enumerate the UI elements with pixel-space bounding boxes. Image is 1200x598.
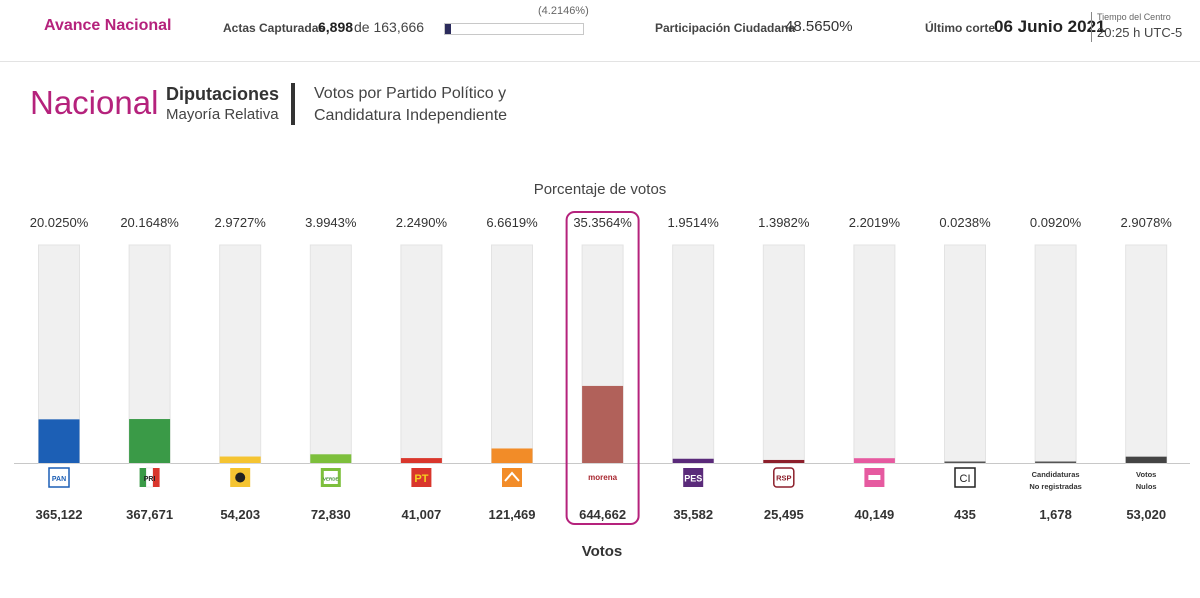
verde-logo-icon-inner (323, 471, 338, 484)
rsp-logo-icon-text: RSP (776, 474, 791, 483)
brand-title[interactable]: Avance Nacional (44, 17, 172, 34)
bar-9 (853, 458, 895, 463)
percent-label-7: 1.9514% (668, 215, 720, 230)
ultimo-corte-label: Último corte (925, 21, 996, 35)
percent-label-4: 2.2490% (396, 215, 448, 230)
vote-label-8: 25,495 (764, 507, 804, 522)
chart-xlabel: Votos (581, 543, 623, 560)
bar-1 (129, 419, 171, 463)
bar-6 (582, 385, 624, 463)
bar-8 (763, 459, 805, 463)
bar-2 (219, 456, 261, 463)
rsp-logo-icon (773, 467, 795, 488)
percent-label-10: 0.0238% (939, 215, 991, 230)
vote-label-9: 40,149 (855, 507, 895, 522)
election-subtype: Mayoría Relativa (166, 106, 279, 123)
actas-progress-fill (445, 24, 451, 34)
bar-0 (38, 419, 80, 463)
percent-label-8: 1.3982% (758, 215, 810, 230)
vote-label-10: 435 (954, 507, 976, 522)
pri-logo-icon-red (152, 468, 160, 487)
section-description-line1: Votos por Partido Político y (314, 85, 507, 102)
bar-track-5 (491, 244, 533, 464)
vote-label-7: 35,582 (673, 507, 713, 522)
ci-logo-icon (954, 467, 976, 488)
votos-nulos-label-line-1: Nulos (1136, 482, 1157, 491)
percent-label-9: 2.2019% (849, 215, 901, 230)
bar-track-9 (853, 244, 896, 464)
bar-track-10 (944, 244, 986, 464)
bar-track-7 (672, 244, 715, 464)
bar-7 (672, 458, 714, 463)
bar-11 (1035, 461, 1077, 463)
actas-progress-bar (444, 23, 584, 35)
mc-logo-icon-eagle (504, 471, 520, 482)
percent-label-3: 3.9943% (305, 215, 357, 230)
chart-title: Porcentaje de votos (533, 181, 667, 198)
ci-logo-icon-text: CI (960, 473, 971, 485)
pt-logo-icon-text: PT (414, 473, 428, 485)
ultimo-corte-date: 06 Junio 2021 (994, 17, 1106, 36)
vote-label-5: 121,469 (489, 507, 536, 522)
pan-logo-icon-text: PAN (52, 476, 66, 483)
bar-track-8 (762, 244, 805, 464)
pes-logo-icon-text: PES (684, 474, 702, 484)
bar-5 (491, 448, 533, 463)
highlight-frame (565, 211, 640, 525)
vote-label-4: 41,007 (402, 507, 442, 522)
vote-label-2: 54,203 (220, 507, 260, 522)
bar-track-11 (1034, 244, 1077, 464)
percent-label-6: 35.3564% (573, 215, 632, 230)
percent-label-2: 2.9727% (215, 215, 267, 230)
verde-logo-icon-text: VERDE (323, 477, 339, 482)
actas-label: Actas Capturadas (223, 21, 326, 35)
pan-logo-icon (48, 467, 70, 488)
prd-logo-icon-sun (235, 472, 246, 483)
top-status-bar: Avance Nacional Actas Capturadas 6,898 d… (0, 0, 1200, 62)
fxm-logo-icon-mark (868, 475, 881, 480)
pri-logo-icon-text: PRI (144, 476, 156, 483)
vote-label-12: 53,020 (1126, 507, 1166, 522)
bar-track-4 (400, 244, 443, 464)
scope-title: Nacional (30, 84, 159, 121)
vote-label-3: 72,830 (311, 507, 351, 522)
timezone-value: 20:25 h UTC-5 (1097, 25, 1183, 40)
vote-percentage-chart: 20.0250% PAN 365,122 20.1648% PRI 367,671 2.97… (14, 211, 1190, 525)
bar-4 (400, 458, 442, 463)
percent-label-5: 6.6619% (486, 215, 538, 230)
section-description-line2: Candidatura Independiente (314, 107, 508, 124)
vote-label-0: 365,122 (36, 507, 83, 522)
pes-logo-icon (683, 468, 704, 487)
pt-logo-icon (411, 468, 432, 487)
mc-logo-icon (502, 468, 522, 487)
pri-logo-icon (139, 468, 147, 487)
morena-logo-icon: morena (588, 473, 617, 482)
actas-total: de 163,666 (354, 19, 425, 35)
vote-label-11: 1,678 (1039, 507, 1072, 522)
actas-count: 6,898 (318, 19, 354, 35)
timezone-label: Tiempo del Centro (1097, 12, 1171, 22)
header-divider (1091, 12, 1092, 42)
election-title: Diputaciones (166, 84, 280, 104)
bar-track-3 (309, 244, 352, 464)
percent-label-1: 20.1648% (120, 215, 179, 230)
percent-label-12: 2.9078% (1121, 215, 1173, 230)
participacion-value: 48.5650% (785, 18, 853, 35)
heading-divider (291, 83, 295, 125)
bar-track-12 (1125, 244, 1168, 464)
bar-3 (310, 454, 352, 463)
bar-10 (944, 461, 986, 463)
no-registradas-label-line-0: Candidaturas (1032, 470, 1080, 479)
vote-label-6: 644,662 (579, 507, 626, 522)
votos-nulos-label-line-0: Votos (1136, 470, 1156, 479)
no-registradas-label-line-1: No registradas (1029, 482, 1082, 491)
percent-label-0: 20.0250% (30, 215, 89, 230)
percent-label-11: 0.0920% (1030, 215, 1082, 230)
actas-progress-percent: (4.2146%) (538, 5, 589, 17)
bar-track-2 (219, 244, 262, 464)
bar-12 (1125, 456, 1167, 463)
participacion-label: Participación Ciudadana (655, 21, 796, 35)
vote-label-1: 367,671 (126, 507, 173, 522)
